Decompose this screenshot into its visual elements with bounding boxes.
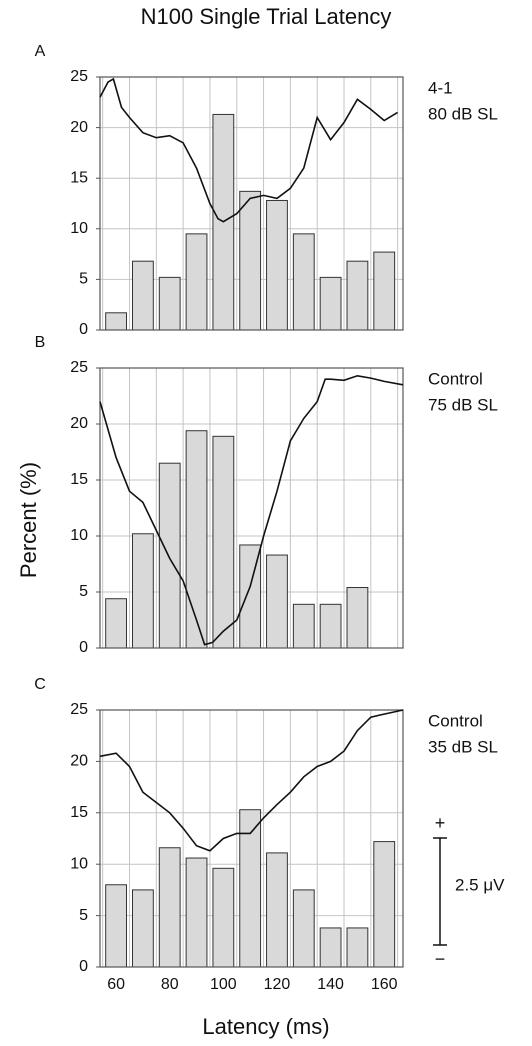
y-axis-label: Percent (%)	[16, 462, 41, 578]
y-tick-label: 0	[79, 958, 88, 975]
bar	[212, 867, 235, 968]
panel-label: C	[34, 676, 46, 693]
y-tick-label: 25	[70, 701, 88, 718]
panel-annotation: 35 dB SL	[428, 737, 498, 756]
scale-label: 2.5 μV	[455, 875, 505, 894]
bar	[319, 276, 342, 331]
trace-line	[99, 374, 404, 646]
bar	[346, 927, 369, 968]
plot-frame	[99, 709, 404, 968]
bar	[158, 847, 181, 968]
scale-plus: +	[435, 813, 446, 833]
trace-line	[99, 77, 399, 223]
bar	[292, 603, 315, 649]
title: N100 Single Trial Latency	[141, 4, 392, 29]
plot-frame	[99, 367, 404, 649]
y-tick-label: 20	[70, 415, 88, 432]
y-tick-label: 10	[70, 855, 88, 872]
bar	[239, 190, 262, 331]
x-tick-label: 120	[264, 976, 291, 993]
bar	[105, 312, 127, 331]
bar	[266, 554, 288, 649]
x-tick-label: 60	[107, 976, 125, 993]
bar	[292, 889, 315, 968]
x-axis-label: Latency (ms)	[202, 1014, 329, 1039]
bar	[266, 199, 288, 331]
bar	[185, 430, 208, 649]
bar	[131, 889, 154, 968]
bar	[131, 260, 154, 331]
y-tick-label: 20	[70, 753, 88, 770]
y-tick-label: 20	[70, 119, 88, 136]
bar	[105, 598, 127, 649]
bar	[266, 852, 288, 968]
panel-annotation: 4-1	[428, 78, 453, 97]
y-tick-label: 25	[70, 359, 88, 376]
scale-minus: −	[435, 949, 446, 969]
y-tick-label: 0	[79, 639, 88, 656]
bar	[185, 233, 208, 331]
bar	[105, 884, 127, 968]
y-tick-label: 25	[70, 68, 88, 85]
panel-annotation: 80 dB SL	[428, 104, 498, 123]
panel-annotation: Control	[428, 369, 483, 388]
bar	[292, 233, 315, 331]
y-tick-label: 0	[79, 321, 88, 338]
panel-label: A	[35, 43, 46, 60]
bar	[158, 462, 181, 649]
panel-annotation: Control	[428, 711, 483, 730]
y-tick-label: 5	[79, 271, 88, 288]
bar	[373, 841, 396, 968]
x-tick-label: 80	[161, 976, 179, 993]
bar	[373, 251, 396, 331]
bar	[185, 857, 208, 968]
trace-line	[99, 709, 404, 852]
x-tick-label: 160	[371, 976, 398, 993]
bar	[131, 533, 154, 649]
panel-label: B	[35, 334, 46, 351]
y-tick-label: 10	[70, 220, 88, 237]
bar	[319, 603, 342, 649]
x-tick-label: 100	[210, 976, 237, 993]
y-tick-label: 15	[70, 804, 88, 821]
bar	[346, 587, 369, 649]
y-tick-label: 15	[70, 471, 88, 488]
bar	[158, 276, 181, 331]
y-tick-label: 15	[70, 169, 88, 186]
bar	[212, 435, 235, 649]
bar	[319, 927, 342, 968]
y-tick-label: 5	[79, 907, 88, 924]
x-tick-label: 140	[317, 976, 344, 993]
y-tick-label: 10	[70, 527, 88, 544]
bar	[346, 260, 369, 331]
y-tick-label: 5	[79, 583, 88, 600]
plot-frame	[99, 76, 404, 331]
panel-annotation: 75 dB SL	[428, 395, 498, 414]
